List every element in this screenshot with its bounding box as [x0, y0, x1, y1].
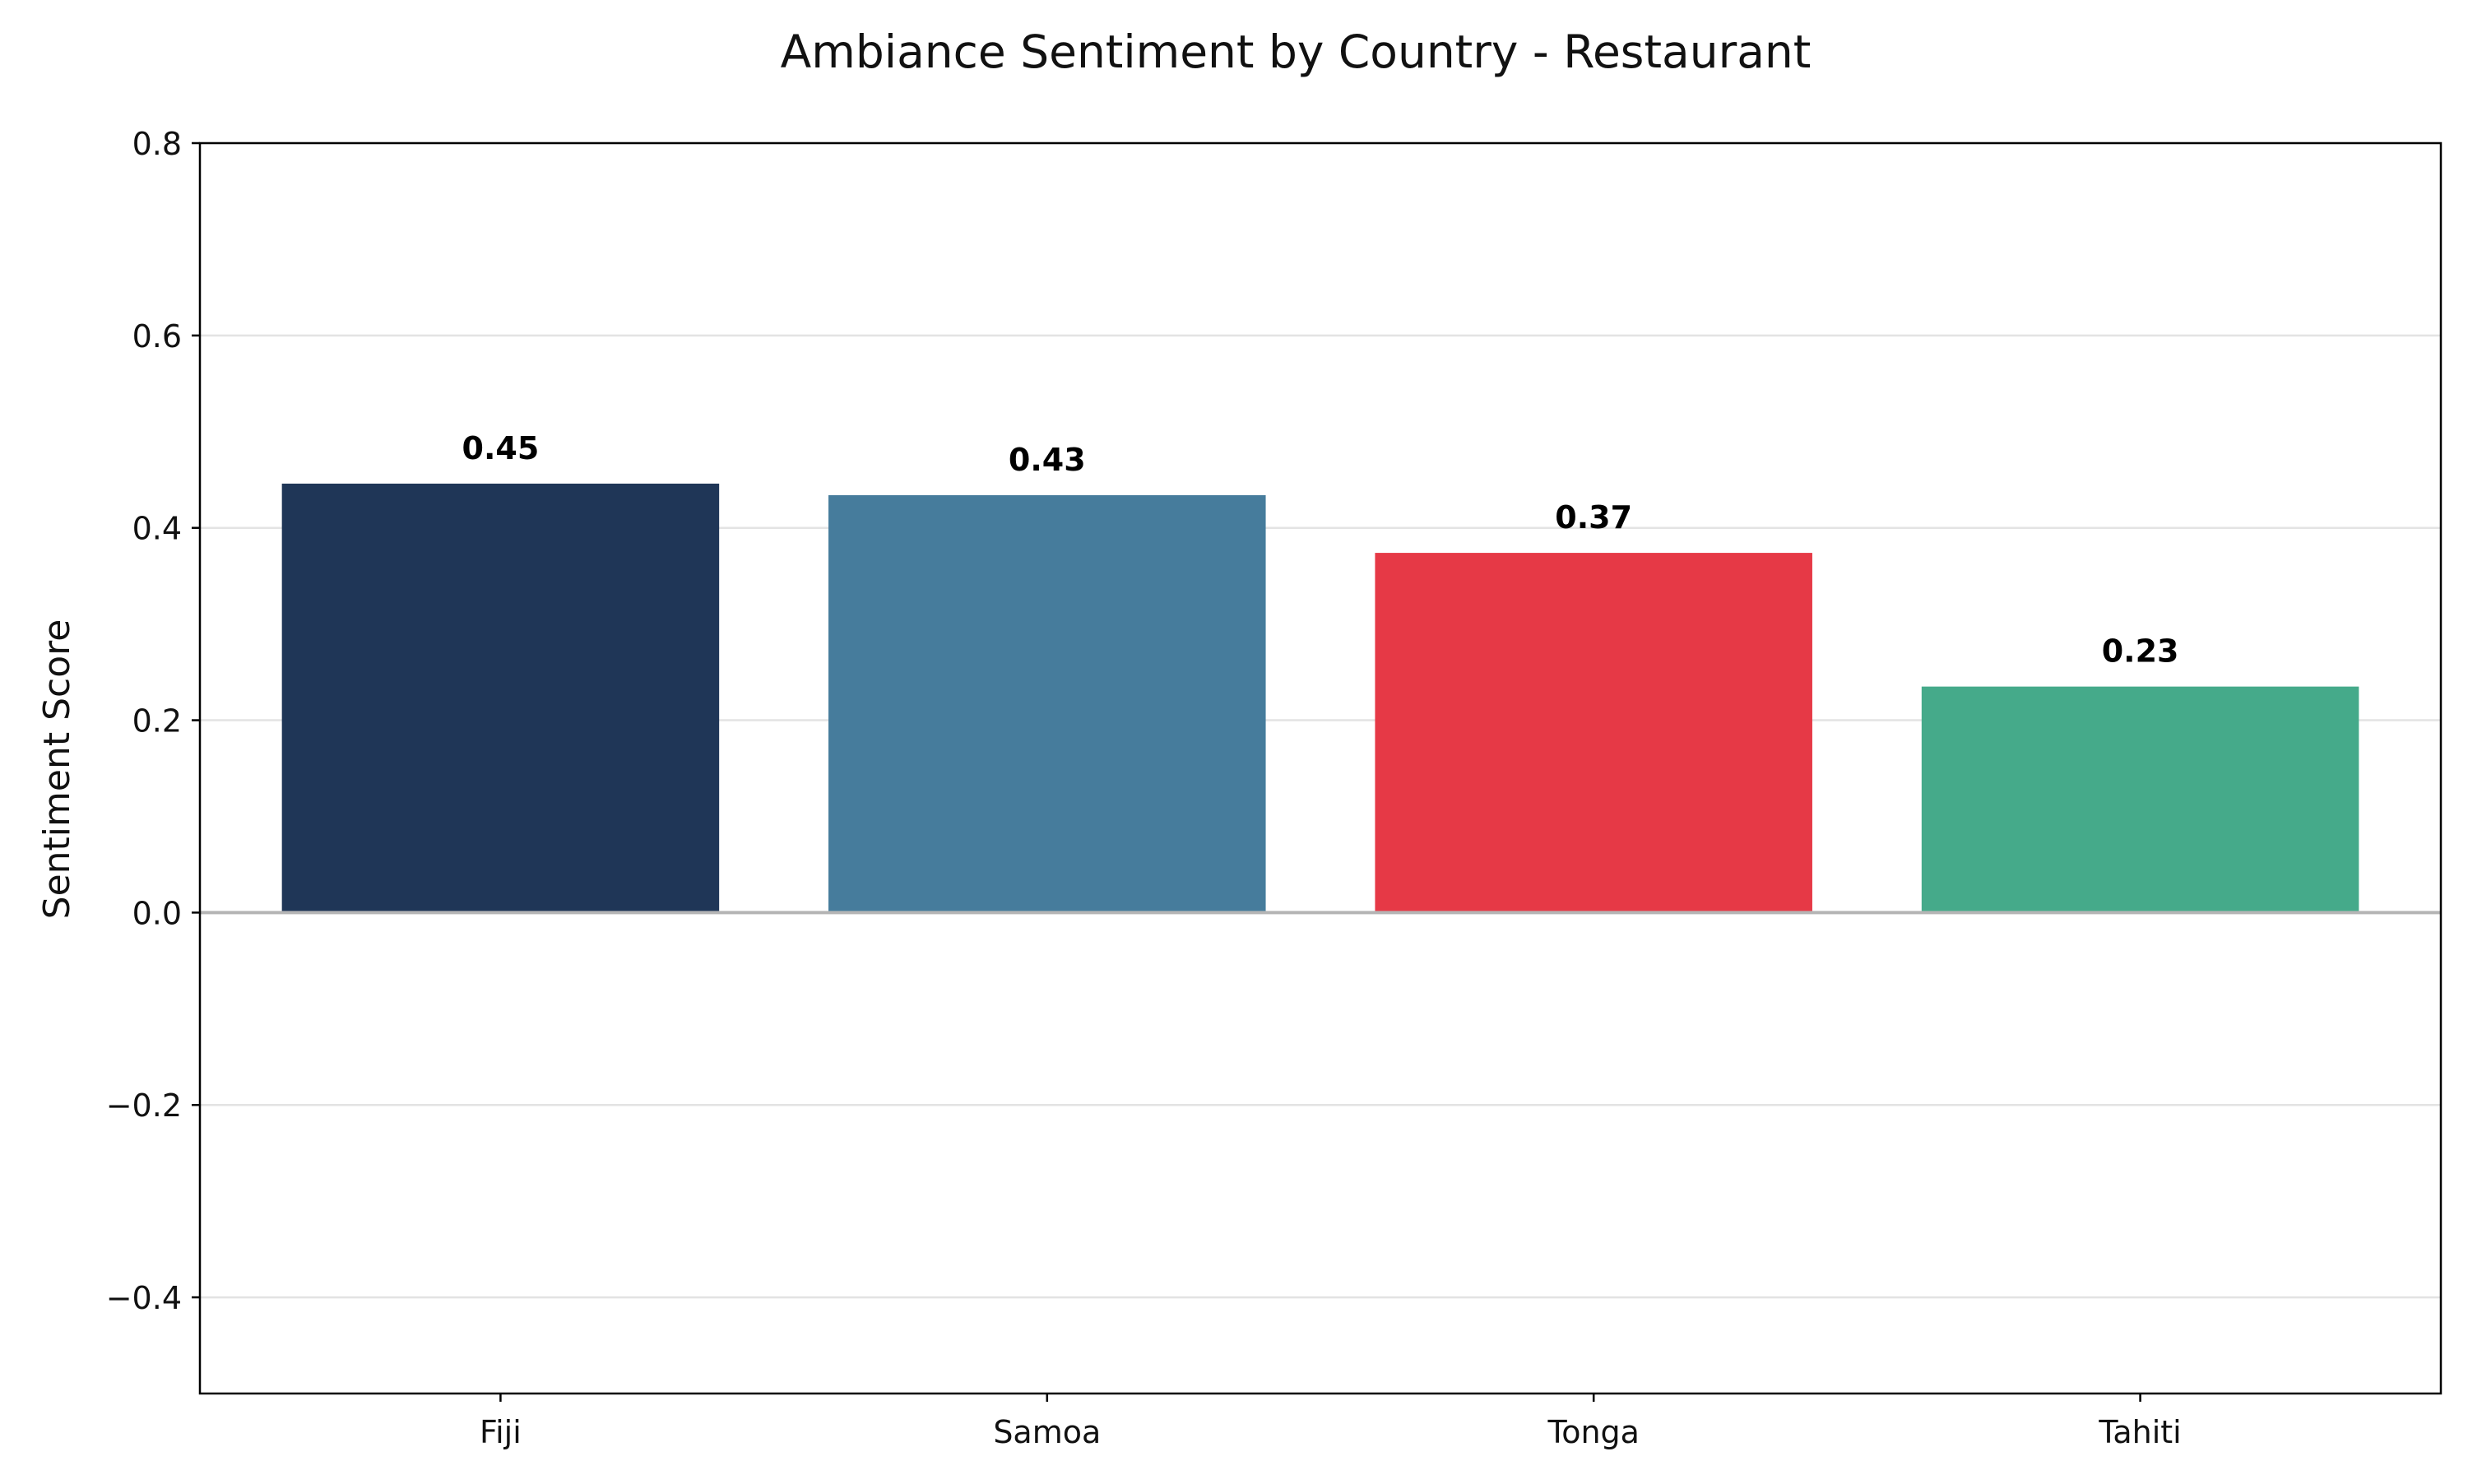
y-tick-label: 0.0 — [132, 895, 182, 931]
y-axis-label: Sentiment Score — [36, 619, 78, 920]
bars — [281, 483, 2359, 913]
x-tick-label: Fiji — [480, 1414, 522, 1450]
x-tick-label: Tonga — [1547, 1414, 1640, 1450]
y-tick-label: −0.4 — [106, 1280, 182, 1316]
bar-fiji — [281, 483, 720, 913]
y-tick-label: 0.8 — [132, 126, 182, 162]
bar-samoa — [828, 494, 1266, 913]
bar-tonga — [1375, 553, 1812, 913]
value-label-samoa: 0.43 — [1009, 442, 1086, 478]
x-axis-ticks: Fiji Samoa Tonga Tahiti — [480, 1394, 2182, 1450]
y-tick-label: 0.4 — [132, 511, 182, 547]
x-tick-label: Tahiti — [2098, 1414, 2181, 1450]
y-tick-label: 0.2 — [132, 703, 182, 740]
value-label-tonga: 0.37 — [1555, 499, 1632, 536]
value-label-tahiti: 0.23 — [2102, 633, 2179, 670]
bar-tahiti — [1921, 686, 2359, 913]
y-axis-ticks: −0.4 −0.2 0.0 0.2 0.4 0.6 0.8 — [106, 126, 200, 1316]
value-label-fiji: 0.45 — [462, 430, 540, 466]
chart-title: Ambiance Sentiment by Country - Restaura… — [781, 26, 1812, 78]
y-tick-label: 0.6 — [132, 318, 182, 355]
y-tick-label: −0.2 — [106, 1087, 182, 1124]
value-labels: 0.45 0.43 0.37 0.23 — [462, 430, 2179, 670]
plot-frame — [198, 141, 2442, 1395]
x-tick-label: Samoa — [993, 1414, 1101, 1450]
